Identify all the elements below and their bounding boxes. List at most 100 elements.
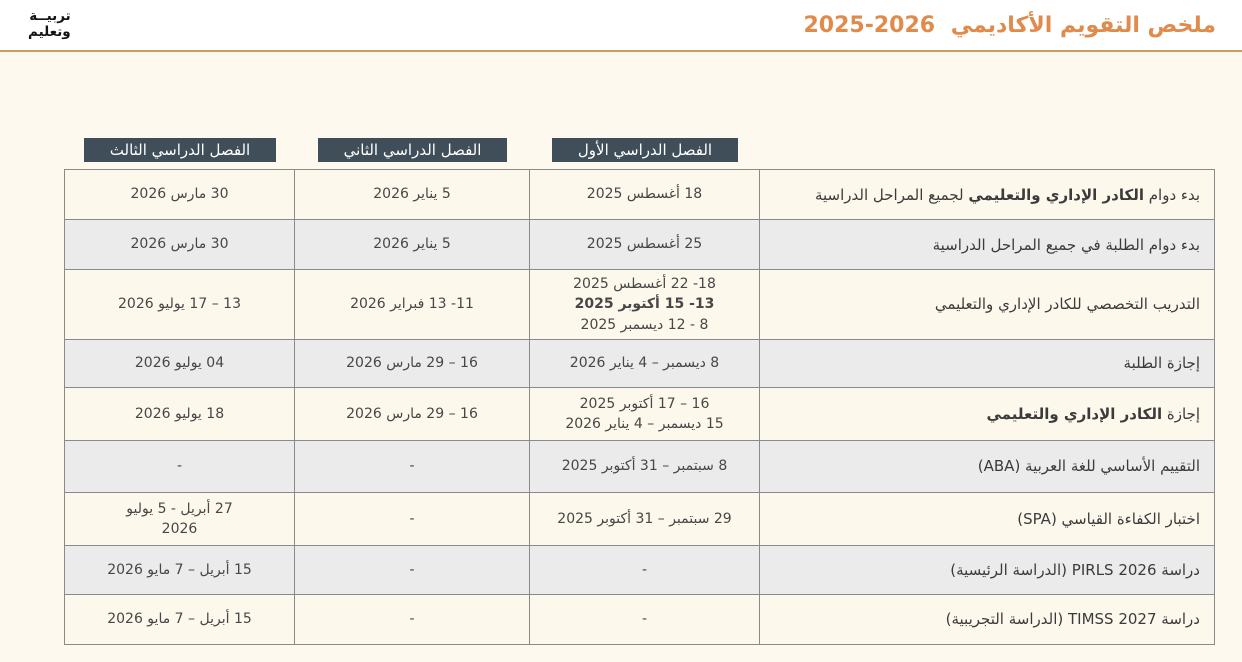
row-label-text: بدء دوام الطلبة في جميع المراحل الدراسية bbox=[932, 235, 1200, 254]
date-text: 15 أبريل – 7 مايو 2026 bbox=[107, 611, 252, 628]
cell-sem1: 18 أغسطس 2025 bbox=[529, 169, 760, 220]
calendar-area: الفصل الدراسي الأول الفصل الدراسي الثاني… bbox=[64, 138, 1215, 645]
date-text: 8 ديسمبر – 4 يناير 2026 bbox=[569, 355, 720, 372]
date-text: 13- 15 أكتوبر 2025 bbox=[574, 296, 715, 313]
ministry-logo: تربيــة وتعليم bbox=[28, 9, 71, 40]
date-text: 16 – 29 مارس 2026 bbox=[346, 405, 478, 422]
date-text: 5 يناير 2026 bbox=[373, 186, 451, 203]
table-row: التقييم الأساسي للغة العربية (ABA) 8 سبت… bbox=[64, 439, 1215, 493]
row-label: التدريب التخصصي للكادر الإداري والتعليمي bbox=[759, 269, 1215, 340]
date-text: - bbox=[409, 611, 415, 628]
date-text: 2026 bbox=[161, 520, 198, 537]
row-label-text: بدء دوام bbox=[1143, 185, 1200, 204]
date-text: 15 ديسمبر – 4 يناير 2026 bbox=[565, 415, 724, 432]
header-semester-3: الفصل الدراسي الثالث bbox=[83, 138, 277, 162]
date-text: - bbox=[409, 561, 415, 578]
logo-text-line2: وتعليم bbox=[28, 24, 71, 40]
table-row: دراسة TIMSS 2027 (الدراسة التجريبية) - -… bbox=[64, 593, 1215, 645]
table-row: دراسة PIRLS 2026 (الدراسة الرئيسية) - - … bbox=[64, 544, 1215, 595]
row-label-text: التدريب التخصصي للكادر الإداري والتعليمي bbox=[934, 295, 1200, 314]
top-header: تربيــة وتعليم ملخص التقويم الأكاديمي 20… bbox=[0, 0, 1242, 52]
table-row: بدء دوام الطلبة في جميع المراحل الدراسية… bbox=[64, 219, 1215, 270]
table-row: اختبار الكفاءة القياسي (SPA) 29 سبتمبر –… bbox=[64, 491, 1215, 546]
row-label-text: إجازة الطلبة bbox=[1123, 354, 1200, 373]
row-label-bold-text: الكادر الإداري والتعليمي bbox=[986, 404, 1163, 423]
row-label: دراسة PIRLS 2026 (الدراسة الرئيسية) bbox=[759, 544, 1215, 595]
date-text: 18 يوليو 2026 bbox=[134, 405, 225, 422]
row-label: دراسة TIMSS 2027 (الدراسة التجريبية) bbox=[759, 593, 1215, 645]
date-text: - bbox=[641, 561, 648, 578]
row-label-text: لجميع المراحل الدراسية bbox=[814, 185, 969, 204]
logo-text-line1: تربيــة bbox=[29, 8, 71, 25]
cell-sem1: - bbox=[529, 593, 760, 645]
cell-sem2: - bbox=[294, 439, 530, 493]
table-row: إجازة الطلبة 8 ديسمبر – 4 يناير 2026 16 … bbox=[64, 338, 1215, 388]
row-label-text: دراسة TIMSS 2027 (الدراسة التجريبية) bbox=[945, 610, 1200, 629]
page-title: ملخص التقويم الأكاديمي 2026-2025 bbox=[803, 13, 1216, 38]
date-text: 16 – 17 أكتوبر 2025 bbox=[579, 395, 710, 412]
cell-sem2: 16 – 29 مارس 2026 bbox=[294, 386, 530, 441]
date-text: - bbox=[176, 458, 183, 475]
row-label: بدء دوام الكادر الإداري والتعليمي لجميع … bbox=[759, 169, 1215, 220]
row-label: اختبار الكفاءة القياسي (SPA) bbox=[759, 491, 1215, 546]
row-label-text: اختبار الكفاءة القياسي (SPA) bbox=[1017, 509, 1200, 528]
date-text: 30 مارس 2026 bbox=[130, 236, 229, 253]
date-text: 13 – 17 يوليو 2026 bbox=[118, 296, 241, 313]
row-label: إجازة الكادر الإداري والتعليمي bbox=[759, 386, 1215, 441]
header-slot-semester-3: الفصل الدراسي الثالث bbox=[65, 138, 295, 162]
cell-sem3: 15 أبريل – 7 مايو 2026 bbox=[64, 544, 295, 595]
header-spacer bbox=[760, 138, 1215, 162]
date-text: 18- 22 أغسطس 2025 bbox=[573, 276, 716, 292]
date-text: 27 أبريل - 5 يوليو bbox=[126, 500, 233, 517]
cell-sem2: 5 يناير 2026 bbox=[294, 219, 530, 270]
cell-sem3: 04 يوليو 2026 bbox=[64, 338, 295, 388]
cell-sem1: 8 سبتمبر – 31 أكتوبر 2025 bbox=[529, 439, 760, 493]
date-text: 30 مارس 2026 bbox=[130, 186, 229, 203]
date-text: 04 يوليو 2026 bbox=[134, 355, 225, 372]
date-text: - bbox=[409, 510, 415, 527]
cell-sem1: 16 – 17 أكتوبر 2025 15 ديسمبر – 4 يناير … bbox=[529, 386, 760, 441]
cell-sem2: - bbox=[294, 544, 530, 595]
cell-sem3: - bbox=[64, 439, 295, 493]
cell-sem1: - bbox=[529, 544, 760, 595]
cell-sem3: 18 يوليو 2026 bbox=[64, 386, 295, 441]
cell-sem2: - bbox=[294, 593, 530, 645]
cell-sem3: 30 مارس 2026 bbox=[64, 219, 295, 270]
date-text: 8 - 12 ديسمبر 2025 bbox=[580, 316, 709, 333]
cell-sem1: 18- 22 أغسطس 2025 13- 15 أكتوبر 2025 8 -… bbox=[529, 269, 760, 340]
cell-sem1: 8 ديسمبر – 4 يناير 2026 bbox=[529, 338, 760, 388]
date-text: 18 أغسطس 2025 bbox=[586, 186, 703, 203]
row-label-bold-text: الكادر الإداري والتعليمي bbox=[968, 185, 1144, 204]
date-text: 15 أبريل – 7 مايو 2026 bbox=[107, 561, 252, 578]
date-text: - bbox=[641, 611, 648, 628]
header-semester-2: الفصل الدراسي الثاني bbox=[317, 138, 508, 162]
table-row: بدء دوام الكادر الإداري والتعليمي لجميع … bbox=[64, 169, 1215, 220]
cell-sem3: 30 مارس 2026 bbox=[64, 169, 295, 220]
date-text: - bbox=[409, 458, 415, 475]
calendar-table: بدء دوام الكادر الإداري والتعليمي لجميع … bbox=[64, 169, 1215, 645]
date-text: 5 يناير 2026 bbox=[373, 236, 451, 253]
cell-sem3: 15 أبريل – 7 مايو 2026 bbox=[64, 593, 295, 645]
header-slot-semester-1: الفصل الدراسي الأول bbox=[530, 138, 760, 162]
cell-sem3: 13 – 17 يوليو 2026 bbox=[64, 269, 295, 340]
table-row: التدريب التخصصي للكادر الإداري والتعليمي… bbox=[64, 269, 1215, 340]
date-text: 25 أغسطس 2025 bbox=[586, 236, 703, 253]
row-label: إجازة الطلبة bbox=[759, 338, 1215, 388]
date-text: 29 سبتمبر – 31 أكتوبر 2025 bbox=[557, 510, 732, 527]
row-label: التقييم الأساسي للغة العربية (ABA) bbox=[759, 439, 1215, 493]
date-text: 11- 13 فبراير 2026 bbox=[350, 296, 474, 313]
row-label-text: التقييم الأساسي للغة العربية (ABA) bbox=[977, 457, 1200, 476]
row-label-text: إجازة bbox=[1162, 404, 1200, 423]
date-text: 16 – 29 مارس 2026 bbox=[346, 355, 478, 372]
header-slot-semester-2: الفصل الدراسي الثاني bbox=[295, 138, 530, 162]
page-title-years: 2026-2025 bbox=[803, 12, 936, 38]
cell-sem3: 27 أبريل - 5 يوليو 2026 bbox=[64, 491, 295, 546]
cell-sem2: 16 – 29 مارس 2026 bbox=[294, 338, 530, 388]
cell-sem1: 25 أغسطس 2025 bbox=[529, 219, 760, 270]
row-label-text: دراسة PIRLS 2026 (الدراسة الرئيسية) bbox=[950, 560, 1200, 579]
header-semester-1: الفصل الدراسي الأول bbox=[551, 138, 739, 162]
semester-header-row: الفصل الدراسي الأول الفصل الدراسي الثاني… bbox=[65, 138, 1215, 162]
page-title-text: ملخص التقويم الأكاديمي bbox=[950, 12, 1216, 38]
row-label: بدء دوام الطلبة في جميع المراحل الدراسية bbox=[759, 219, 1215, 270]
cell-sem2: 5 يناير 2026 bbox=[294, 169, 530, 220]
